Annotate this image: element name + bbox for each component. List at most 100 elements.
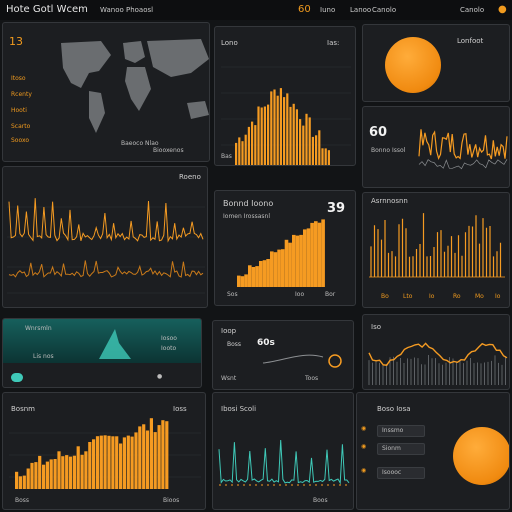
bar-bottom bbox=[142, 424, 146, 489]
teal-row-b: Iooto bbox=[161, 345, 177, 352]
header-tab-b[interactable]: Lanoo bbox=[350, 6, 372, 14]
app-title: Hote Gotl Wcem bbox=[6, 4, 88, 15]
bar-bottom bbox=[30, 462, 34, 489]
right-mid-title: Asrnnosnn bbox=[371, 197, 408, 205]
bar-bottom bbox=[15, 471, 19, 489]
bar-top bbox=[318, 130, 321, 165]
area-bar bbox=[262, 260, 267, 287]
bar-bottom bbox=[53, 459, 57, 489]
orb-row-1[interactable]: Inssmo bbox=[377, 425, 425, 437]
orb-row-icon-3[interactable]: ◉ bbox=[361, 467, 367, 474]
bar-bottom bbox=[134, 432, 138, 489]
bar-bottom bbox=[65, 455, 69, 489]
orb-row-2-label: Sionm bbox=[382, 445, 401, 452]
bar-bottom bbox=[111, 436, 115, 489]
bar-top bbox=[289, 106, 292, 165]
orb-row-icon-1[interactable]: ◉ bbox=[361, 425, 367, 432]
bar-top bbox=[279, 88, 282, 165]
map-label-3: Hooti bbox=[11, 107, 27, 114]
bar-bottom bbox=[165, 421, 169, 489]
bar-bottom bbox=[153, 432, 157, 489]
orb-top-panel: Lonfoot bbox=[362, 24, 510, 102]
area-bar bbox=[314, 221, 318, 287]
bar-top bbox=[273, 89, 276, 165]
orb-row-icon-2[interactable]: ◉ bbox=[361, 443, 367, 450]
bars-bottom-corner: Ioss bbox=[173, 405, 187, 413]
area-bar bbox=[281, 249, 285, 287]
bars-top-chart bbox=[221, 66, 351, 165]
teal-peak-chart bbox=[99, 329, 131, 359]
header-badge[interactable]: 60 bbox=[298, 4, 311, 15]
mini-chart bbox=[262, 354, 342, 368]
bar-top bbox=[244, 134, 247, 165]
bar-bottom bbox=[107, 435, 111, 489]
bar-bottom bbox=[145, 430, 150, 489]
orb-bottom-title: Boso Iosa bbox=[377, 405, 411, 413]
area-bar bbox=[317, 222, 322, 287]
map-panel: 13 Itoso Rcenty Hooti Scarto Sooxo Baeoc… bbox=[2, 22, 210, 162]
right-mid-l4: Ro bbox=[453, 293, 461, 300]
area-bar bbox=[277, 249, 281, 287]
bars-top-panel: Lono Ias: Bas bbox=[214, 26, 356, 166]
line-bottom-panel: Ibosi Scoli Boos bbox=[212, 392, 354, 510]
line-bottom-title: Ibosi Scoli bbox=[221, 405, 257, 413]
header-subtitle: Wanoo Phoaosl bbox=[100, 6, 154, 14]
teal-dot-icon[interactable]: ● bbox=[157, 373, 163, 380]
area-bar bbox=[240, 276, 245, 287]
top-bar: Hote Gotl Wcem Wanoo Phoaosl 60 Iuno Lan… bbox=[0, 0, 512, 20]
bar-bottom bbox=[61, 456, 65, 489]
bar-bottom bbox=[68, 456, 73, 489]
bar-top bbox=[305, 113, 308, 165]
bar-top bbox=[251, 121, 254, 165]
wave-panel-title: Roeno bbox=[179, 173, 201, 181]
area-label-2: Ioo bbox=[295, 291, 305, 298]
teal-sub: Lis nos bbox=[33, 353, 54, 360]
bar-top bbox=[286, 93, 289, 165]
orb-row-2[interactable]: Sionm bbox=[377, 443, 425, 455]
area-panel-title: Bonnd Ioono bbox=[223, 199, 274, 208]
bar-top bbox=[260, 107, 263, 165]
bar-bottom bbox=[18, 476, 22, 489]
cloud-panel: 60 Bonno Issol bbox=[362, 106, 510, 188]
area-bar bbox=[288, 242, 292, 287]
header-tab-a[interactable]: Iuno bbox=[320, 6, 336, 14]
area-bar bbox=[295, 235, 300, 287]
right-mid-l6: Io bbox=[495, 293, 501, 300]
right-mid-chart bbox=[369, 213, 505, 278]
bar-top bbox=[270, 91, 273, 165]
line-bottom-footer: Boos bbox=[313, 497, 328, 504]
map-footer-b: Biooxenos bbox=[153, 147, 184, 154]
cloud-big-number: 60 bbox=[369, 125, 388, 140]
orb-bottom-panel: Boso Iosa ◉ Inssmo ◉ Sionm ◉ Isoooc bbox=[356, 392, 510, 510]
bar-top bbox=[257, 106, 260, 165]
right-mid-l5: Mo bbox=[475, 293, 484, 300]
map-label-5: Sooxo bbox=[11, 137, 30, 144]
bars-bottom-footer-a: Boss bbox=[15, 497, 30, 504]
bar-bottom bbox=[22, 475, 26, 489]
bar-bottom bbox=[119, 443, 123, 489]
map-label-2: Rcenty bbox=[11, 91, 32, 98]
teal-toggle[interactable] bbox=[11, 373, 23, 382]
area-bar bbox=[266, 259, 270, 287]
wave-panel: Roeno bbox=[2, 166, 208, 308]
mini-big: 60s bbox=[257, 338, 275, 348]
bars-top-footer: Bas bbox=[221, 153, 232, 160]
bar-top bbox=[315, 135, 318, 165]
header-dot-icon[interactable]: ● bbox=[498, 4, 507, 15]
header-tab-c[interactable]: Canolo bbox=[372, 6, 397, 14]
bar-bottom bbox=[84, 451, 88, 489]
right-mid-l3: Io bbox=[429, 293, 435, 300]
bar-top bbox=[247, 126, 250, 165]
bar-bottom bbox=[103, 435, 107, 489]
right-mid-l1: Bo bbox=[381, 293, 389, 300]
header-tab-d[interactable]: Canolo bbox=[460, 6, 485, 14]
line-bottom-chart bbox=[218, 439, 350, 486]
bar-top bbox=[311, 136, 314, 165]
teal-label: Wnrsmln bbox=[25, 325, 52, 332]
teal-row-a: Iosoo bbox=[161, 335, 177, 342]
mini-label-2: Toos bbox=[305, 375, 319, 382]
orb-row-3[interactable]: Isoooc bbox=[377, 467, 425, 479]
area-bar bbox=[321, 219, 325, 287]
bar-top bbox=[302, 125, 305, 165]
bar-bottom bbox=[130, 436, 134, 489]
